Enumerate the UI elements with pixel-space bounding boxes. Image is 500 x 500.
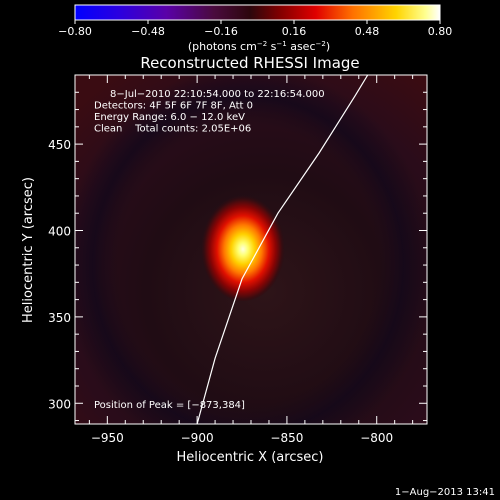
y-axis: 300 350 400 450 <box>48 91 427 422</box>
colorbar-tick-label: −0.80 <box>58 25 92 38</box>
x-axis-label: Heliocentric X (arcsec) <box>177 450 324 465</box>
colorbar-tick-label: −0.16 <box>204 25 238 38</box>
x-axis: −950 −900 −850 −800 <box>88 75 414 445</box>
colorbar-ticks: −0.80 −0.48 −0.16 0.16 0.48 0.80 <box>58 20 452 38</box>
y-tick-label: 300 <box>48 397 71 411</box>
peak-position-label: Position of Peak = [−873,384] <box>94 400 245 411</box>
x-tick-label: −950 <box>91 431 124 445</box>
x-tick-label: −800 <box>360 431 393 445</box>
info-line: Energy Range: 6.0 − 12.0 keV <box>94 112 245 123</box>
solar-limb-line <box>196 75 369 424</box>
colorbar-gradient <box>74 4 441 21</box>
plot-timestamp: 1−Aug−2013 13:41 <box>395 487 495 498</box>
colorbar-label: (photons cm−2 s−1 asec−2) <box>188 40 330 53</box>
colorbar-tick-label: 0.16 <box>282 25 307 38</box>
chart-title: Reconstructed RHESSI Image <box>140 54 359 72</box>
colorbar-tick-label: 0.80 <box>428 25 453 38</box>
x-tick-label: −850 <box>270 431 303 445</box>
observation-info: 8−Jul−2010 22:10:54.000 to 22:16:54.000D… <box>94 89 325 135</box>
x-tick-label: −900 <box>181 431 214 445</box>
y-tick-label: 400 <box>48 224 71 238</box>
y-tick-label: 350 <box>48 311 71 325</box>
image-area <box>75 75 427 424</box>
info-line: Clean Total counts: 2.05E+06 <box>94 124 251 135</box>
y-tick-label: 450 <box>48 138 71 152</box>
source-blob <box>201 193 285 301</box>
colorbar: −0.80 −0.48 −0.16 0.16 0.48 0.80 (photons cm−… <box>58 4 452 53</box>
colorbar-tick-label: 0.48 <box>355 25 380 38</box>
y-axis-label: Heliocentric Y (arcsec) <box>21 177 36 323</box>
colorbar-tick-label: −0.48 <box>131 25 165 38</box>
info-line: 8−Jul−2010 22:10:54.000 to 22:16:54.000 <box>110 89 325 100</box>
info-line: Detectors: 4F 5F 6F 7F 8F, Att 0 <box>94 101 253 112</box>
